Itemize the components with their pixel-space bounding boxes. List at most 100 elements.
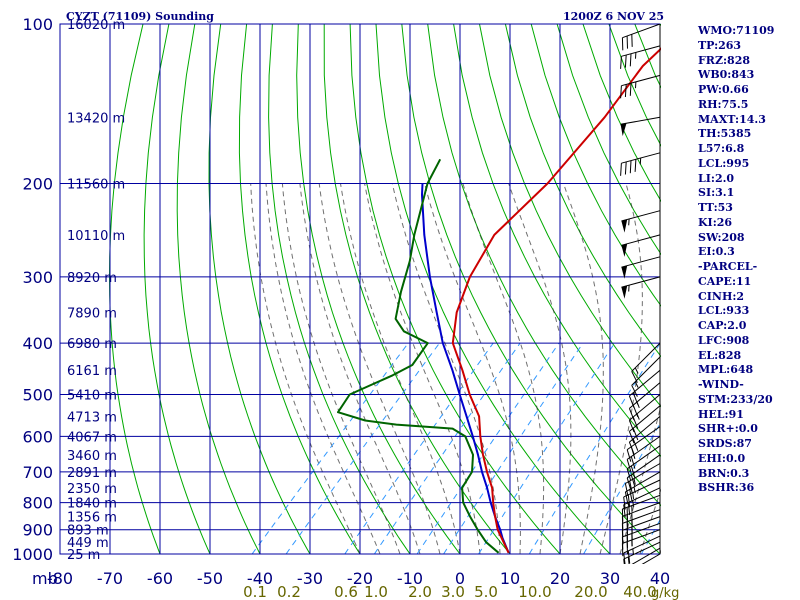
pressure-unit-label: mb bbox=[32, 569, 58, 588]
dry-adiabats bbox=[108, 24, 661, 554]
pressure-tick-label: 300 bbox=[22, 268, 53, 287]
temperature-tick-label: -40 bbox=[247, 569, 273, 588]
wind-barb-feather bbox=[624, 84, 627, 98]
wind-barb bbox=[628, 405, 661, 444]
sounding-index: HEL:91 bbox=[698, 407, 744, 421]
sounding-index: TP:263 bbox=[698, 38, 742, 52]
moist-adiabat bbox=[250, 183, 361, 554]
wind-barb-staff bbox=[629, 405, 661, 432]
wind-barb-feather bbox=[623, 496, 626, 510]
height-label: 893 m bbox=[67, 524, 109, 539]
wind-barb-feather bbox=[624, 54, 627, 68]
wind-barb bbox=[628, 382, 661, 421]
wind-barb-staff bbox=[629, 394, 661, 421]
sounding-index: PW:0.66 bbox=[698, 83, 749, 96]
height-label: 6980 m bbox=[67, 337, 117, 352]
wind-barb bbox=[628, 416, 661, 455]
height-label: 3460 m bbox=[67, 449, 117, 464]
wind-barb-feather bbox=[620, 56, 622, 69]
wind-barb-half-feather bbox=[632, 492, 634, 499]
wind-barb-staff bbox=[626, 426, 661, 451]
height-label: 7890 m bbox=[67, 306, 117, 321]
wind-barb-staff bbox=[623, 535, 661, 554]
temperature-tick-label: 20 bbox=[550, 569, 570, 588]
pressure-tick-label: 1000 bbox=[12, 545, 53, 564]
wind-barb bbox=[624, 463, 661, 496]
wind-barb-staff bbox=[641, 553, 661, 564]
sounding-index: L57:6.8 bbox=[698, 142, 745, 155]
temperature-tick-label: -10 bbox=[397, 569, 423, 588]
mixing-ratio-label: 10.0 bbox=[518, 583, 551, 600]
sounding-index: TH:5385 bbox=[698, 127, 752, 141]
height-label: 1840 m bbox=[67, 497, 117, 512]
pressure-tick-label: 100 bbox=[22, 15, 53, 34]
sounding-index: KI:26 bbox=[698, 215, 733, 229]
mixing-ratio-label: 0.1 bbox=[243, 583, 267, 600]
height-label: 5410 m bbox=[67, 389, 117, 404]
mixing-ratio-label: 2.0 bbox=[408, 583, 432, 600]
wind-barb-feather bbox=[628, 441, 635, 455]
mixing-ratio-line bbox=[285, 342, 440, 554]
wind-barb-feather bbox=[632, 438, 639, 451]
dry-adiabat bbox=[143, 24, 211, 554]
sounding-index: BSHR:36 bbox=[698, 481, 755, 495]
wind-barb-feather bbox=[624, 161, 627, 175]
wind-barb-feather bbox=[626, 449, 632, 462]
wind-barb-staff bbox=[621, 210, 661, 222]
dry-adiabat bbox=[268, 24, 411, 554]
dry-adiabat bbox=[556, 24, 661, 256]
wind-barb-feather bbox=[630, 465, 636, 479]
mixing-ratio-label: 40.0 bbox=[623, 583, 656, 600]
wind-barb bbox=[626, 445, 661, 482]
wind-barb-flag bbox=[621, 219, 628, 233]
height-label: 11560 m bbox=[67, 178, 125, 193]
wind-barb-staff bbox=[623, 479, 661, 498]
wind-barb-staff bbox=[631, 547, 661, 564]
grid bbox=[59, 23, 661, 555]
wind-barb-feather bbox=[629, 53, 632, 67]
wind-barb-staff bbox=[631, 342, 661, 372]
mixing-ratio-line bbox=[416, 342, 560, 554]
mixing-ratio-line bbox=[583, 421, 661, 554]
wind-barb-feather bbox=[631, 371, 638, 383]
wind-barb-staff bbox=[631, 356, 661, 386]
wind-barb-staff bbox=[625, 463, 661, 484]
wind-barb-feather bbox=[629, 489, 633, 502]
wind-barb-staff bbox=[622, 24, 661, 39]
height-label: 1356 m bbox=[67, 511, 117, 526]
wind-barb-feather bbox=[629, 160, 632, 174]
sounding-index: FRZ:828 bbox=[698, 53, 751, 67]
wind-barb-staff bbox=[621, 256, 661, 268]
wind-barb-staff bbox=[622, 522, 661, 538]
parcel-line bbox=[421, 183, 510, 554]
pressure-tick-label: 400 bbox=[22, 334, 53, 353]
sounding-index: RH:75.5 bbox=[698, 97, 749, 111]
temperature-tick-label: -30 bbox=[297, 569, 323, 588]
wind-barb bbox=[623, 535, 661, 564]
sounding-index: WMO:71109 bbox=[698, 24, 775, 37]
wind-barb bbox=[621, 276, 661, 299]
wind-barb-half-feather bbox=[634, 367, 639, 374]
wind-barb-feather bbox=[629, 480, 633, 494]
dry-adiabat bbox=[479, 24, 661, 408]
height-label: 4713 m bbox=[67, 410, 117, 425]
dewpoint-line bbox=[337, 158, 500, 554]
dry-adiabat bbox=[427, 24, 661, 507]
wind-barb bbox=[623, 541, 661, 564]
wind-barb-half-feather bbox=[632, 548, 634, 556]
moist-adiabat bbox=[318, 183, 441, 554]
wind-barb-staff bbox=[620, 116, 661, 125]
wind-barb-feather bbox=[632, 428, 639, 441]
wind-barb bbox=[625, 547, 661, 580]
wind-barb-feather bbox=[634, 159, 637, 172]
wind-barb bbox=[621, 234, 661, 257]
height-label: 4067 m bbox=[67, 430, 117, 445]
wind-barb-feather bbox=[625, 568, 628, 580]
temperature-tick-label: -20 bbox=[347, 569, 373, 588]
sounding-index: SRDS:87 bbox=[698, 437, 752, 450]
mixing-ratio-label: 0.6 bbox=[334, 583, 358, 600]
wind-barb bbox=[631, 342, 661, 383]
wind-barb-staff bbox=[621, 74, 661, 87]
height-label: 2891 m bbox=[67, 466, 117, 481]
